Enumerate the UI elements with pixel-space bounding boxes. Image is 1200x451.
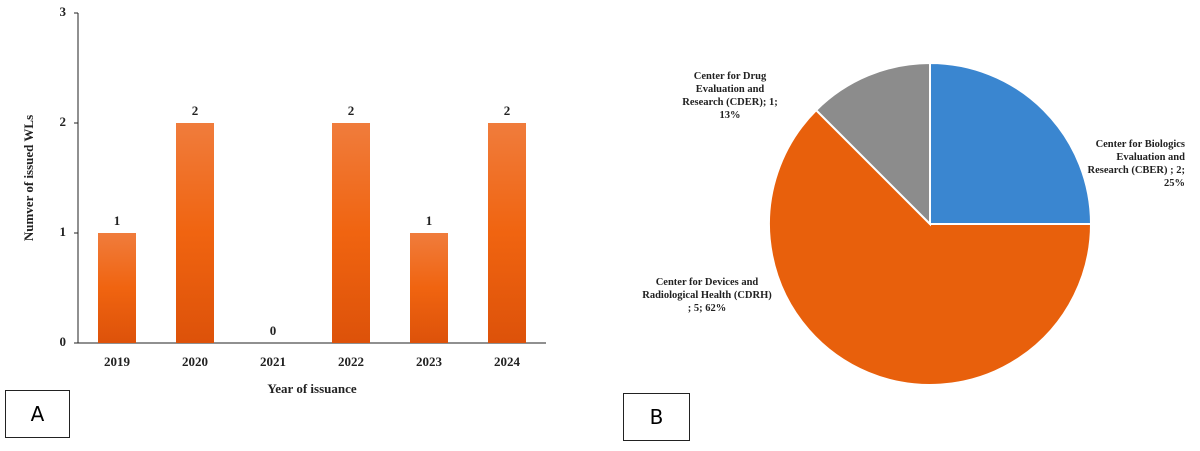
pie-slice	[929, 61, 1093, 225]
bar	[410, 233, 448, 343]
data-label: 1	[114, 213, 121, 228]
x-tick-label: 2021	[260, 354, 286, 369]
y-axis-title: Numver of issued WLs	[21, 115, 36, 241]
x-tick-label: 2022	[338, 354, 364, 369]
y-tick-label: 1	[60, 224, 67, 239]
x-axis-title: Year of issuance	[267, 381, 357, 396]
y-tick-label: 2	[60, 114, 67, 129]
data-label: 1	[426, 213, 433, 228]
data-label: 2	[504, 103, 511, 118]
data-label: 2	[192, 103, 199, 118]
y-tick-label: 3	[60, 4, 67, 19]
bar	[176, 123, 214, 343]
pie-slice	[768, 108, 1093, 386]
bar	[488, 123, 526, 343]
slice-label: Center for Drug Evaluation and Research …	[682, 71, 778, 121]
slice-label: Center for Devices and Radiological Heal…	[642, 277, 772, 314]
pie-slice	[814, 61, 931, 227]
x-tick-label: 2020	[182, 354, 208, 369]
bar	[98, 233, 136, 343]
y-tick-label: 0	[60, 334, 67, 349]
x-tick-label: 2024	[494, 354, 521, 369]
data-label: 2	[348, 103, 355, 118]
data-label: 0	[270, 323, 277, 338]
x-tick-label: 2019	[104, 354, 131, 369]
panel-label: A	[5, 390, 70, 438]
slice-label: Center for Biologics Evaluation and Rese…	[1087, 139, 1186, 189]
panel-label: B	[623, 393, 690, 441]
bar	[332, 123, 370, 343]
x-tick-label: 2023	[416, 354, 443, 369]
